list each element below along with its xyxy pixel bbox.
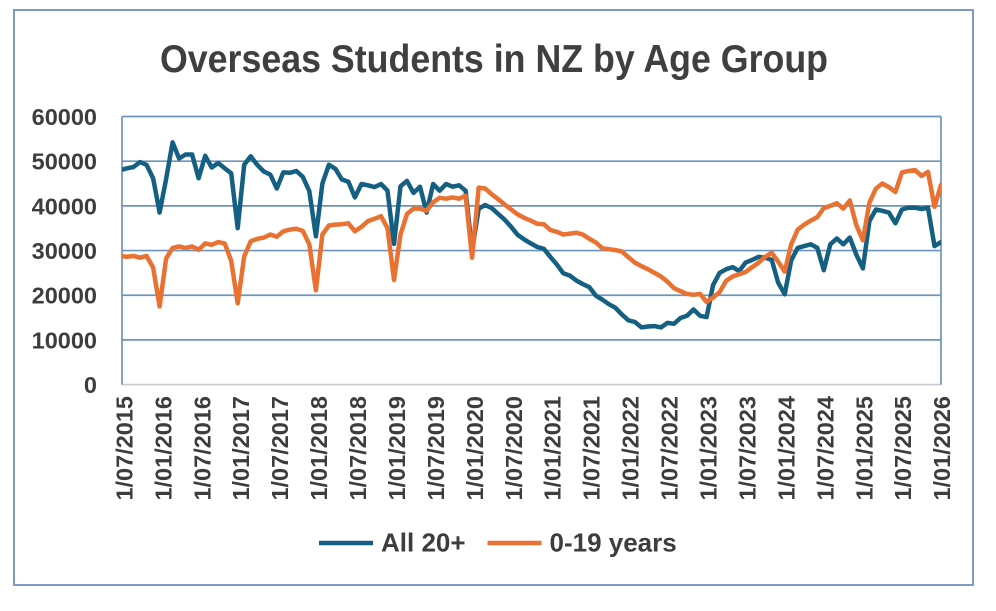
svg-text:60000: 60000 xyxy=(32,104,97,130)
svg-text:1/07/2019: 1/07/2019 xyxy=(423,396,449,501)
svg-text:1/07/2017: 1/07/2017 xyxy=(267,396,293,501)
svg-text:1/01/2019: 1/01/2019 xyxy=(384,396,410,501)
svg-text:1/07/2015: 1/07/2015 xyxy=(111,396,137,501)
svg-text:1/07/2016: 1/07/2016 xyxy=(189,396,215,501)
svg-text:10000: 10000 xyxy=(32,327,97,353)
svg-text:1/07/2024: 1/07/2024 xyxy=(812,396,838,501)
svg-text:30000: 30000 xyxy=(32,238,97,264)
svg-text:1/01/2016: 1/01/2016 xyxy=(150,396,176,501)
svg-text:1/07/2018: 1/07/2018 xyxy=(345,396,371,501)
svg-text:1/01/2018: 1/01/2018 xyxy=(306,396,332,501)
svg-text:1/01/2021: 1/01/2021 xyxy=(540,396,566,501)
svg-text:Overseas Students in NZ by Age: Overseas Students in NZ by Age Group xyxy=(160,38,828,81)
svg-text:1/07/2022: 1/07/2022 xyxy=(657,396,683,501)
svg-text:0-19 years: 0-19 years xyxy=(550,528,677,558)
svg-text:All 20+: All 20+ xyxy=(381,528,466,558)
svg-text:1/07/2020: 1/07/2020 xyxy=(501,396,527,501)
svg-text:1/01/2025: 1/01/2025 xyxy=(851,396,877,501)
svg-text:40000: 40000 xyxy=(32,193,97,219)
svg-text:1/07/2023: 1/07/2023 xyxy=(734,396,760,501)
svg-text:1/01/2026: 1/01/2026 xyxy=(929,396,955,501)
svg-text:1/01/2020: 1/01/2020 xyxy=(462,396,488,501)
svg-text:1/01/2017: 1/01/2017 xyxy=(228,396,254,501)
svg-text:20000: 20000 xyxy=(32,283,97,309)
svg-text:1/01/2022: 1/01/2022 xyxy=(618,396,644,501)
svg-text:50000: 50000 xyxy=(32,149,97,175)
svg-text:1/01/2024: 1/01/2024 xyxy=(773,396,799,501)
svg-text:1/01/2023: 1/01/2023 xyxy=(696,396,722,501)
svg-text:0: 0 xyxy=(84,372,97,398)
svg-text:1/07/2021: 1/07/2021 xyxy=(579,396,605,501)
svg-text:1/07/2025: 1/07/2025 xyxy=(890,396,916,501)
